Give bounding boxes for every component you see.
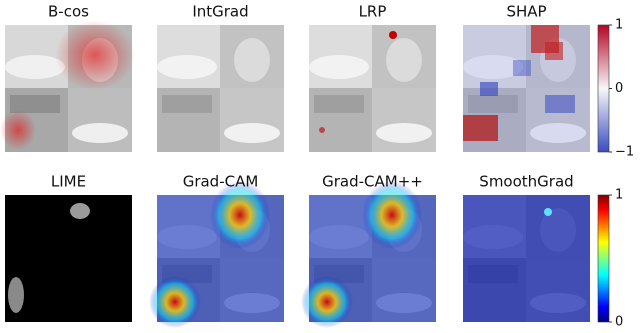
panel-gradcam [149, 181, 284, 328]
panel-shap [463, 25, 590, 152]
panel-title: LRP [359, 3, 387, 21]
panel-title: Grad-CAM [183, 173, 259, 191]
colorbar-tick-label: 0 [615, 81, 623, 96]
panel-gradcampp [301, 181, 436, 328]
panel-intgrad [157, 25, 284, 152]
panel-smoothgrad [463, 195, 590, 322]
panel-title: SHAP [506, 3, 546, 21]
panel-title: Grad-CAM++ [322, 173, 423, 191]
colorbar-tick-label: −1 [615, 145, 634, 160]
panel-title: LIME [51, 173, 86, 191]
colorbar-tick-label: 0 [615, 315, 623, 330]
colorbar [597, 194, 610, 323]
panel-title: SmoothGrad [479, 173, 573, 191]
panel-title: IntGrad [192, 3, 248, 21]
panel-lime [5, 195, 132, 322]
colorbar-tick-label: 1 [615, 188, 623, 203]
panel-lrp [309, 25, 436, 152]
colorbar-tick-label: 1 [615, 18, 623, 33]
panel-title: B-cos [48, 3, 89, 21]
panel-bcos [0, 20, 135, 152]
colorbar [597, 24, 610, 153]
